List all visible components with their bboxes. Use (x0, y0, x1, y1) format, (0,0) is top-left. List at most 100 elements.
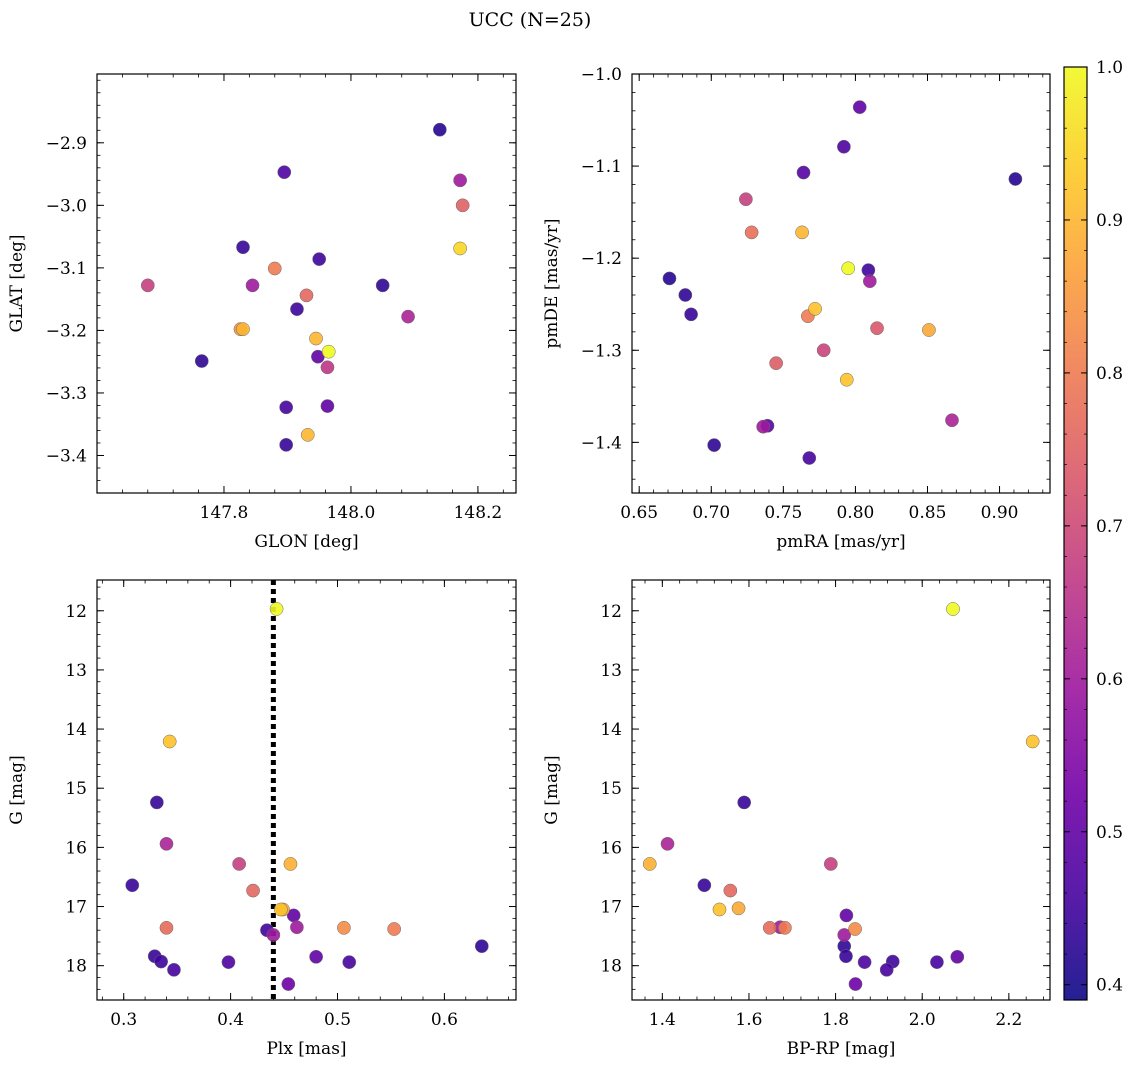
scatter-point (852, 100, 867, 115)
y-tick-label: 13 (600, 661, 622, 681)
y-tick-label: −3.4 (46, 446, 87, 466)
y-tick-label: −2.9 (46, 134, 87, 154)
scatter-point (309, 331, 323, 346)
subplot-plx-g: 0.3 0.4 0.5 0.6 12 13 14 15 16 17 18 Plx [mas] G [ma… (7, 579, 517, 1059)
y-tick-label: −3.3 (46, 384, 87, 404)
x-tick-label: 0.75 (764, 503, 802, 523)
scatter-point (848, 977, 863, 991)
y-tick-label: −1.0 (581, 65, 622, 85)
x-tick-label: 0.6 (431, 1010, 458, 1030)
scatter-point (246, 883, 260, 898)
y-tick-label: 15 (600, 779, 622, 799)
scatter-point (839, 372, 854, 387)
figure-suptitle: UCC (N=25) (469, 9, 592, 31)
colorbar-tick-label: 0.5 (1096, 823, 1123, 843)
y-axis-label: pmDE [mas/yr] (542, 218, 562, 348)
scatter-point (266, 928, 281, 942)
scatter-point (762, 920, 777, 935)
scatter-point (290, 920, 304, 935)
scatter-point (387, 922, 401, 936)
x-tick-label: 2.2 (995, 1010, 1022, 1030)
scatter-point (723, 883, 738, 898)
y-tick-label: −1.1 (581, 157, 622, 177)
scatter-point (194, 354, 209, 368)
axes-frame (96, 579, 517, 1001)
x-tick-label: 1.6 (735, 1010, 762, 1030)
x-axis-label: Plx [mas] (266, 1039, 346, 1059)
scatter-point (837, 139, 851, 154)
scatter-point (320, 360, 335, 375)
scatter-point (453, 173, 467, 188)
scatter-point (474, 939, 489, 954)
scatter-point (922, 323, 936, 337)
x-tick-label: 1.8 (822, 1010, 849, 1030)
scatter-point (162, 734, 177, 749)
scatter-point (841, 261, 856, 276)
colorbar-tick-label: 0.4 (1096, 976, 1123, 996)
colorbar-tick-label: 1.0 (1096, 58, 1123, 78)
scatter-point (1025, 734, 1040, 749)
y-tick-label: −1.4 (581, 433, 622, 453)
y-tick-label: 14 (600, 720, 622, 740)
y-tick-label: 17 (600, 898, 622, 918)
scatter-point (756, 419, 771, 434)
y-tick-label: 15 (65, 779, 87, 799)
y-tick-label: 12 (65, 602, 87, 622)
subplot-grid: 147.8 148.0 148.2 −3.4 −3.3 −3.2 −3.1 −3.0 −2.9 G… (7, 65, 1051, 1059)
scatter-point (930, 955, 944, 969)
scatter-point (279, 437, 294, 452)
scatter-point (269, 602, 284, 616)
scatter-point (221, 955, 236, 969)
scatter-point (150, 795, 164, 810)
scatter-point (839, 908, 854, 923)
scatter-point (453, 241, 467, 256)
x-tick-label: 148.2 (454, 503, 503, 523)
scatter-point (401, 309, 415, 324)
x-tick-label: 0.3 (110, 1010, 137, 1030)
y-tick-label: 12 (600, 602, 622, 622)
scatter-point (684, 307, 698, 322)
scatter-point (660, 836, 675, 851)
scatter-point (159, 836, 174, 851)
scatter-point (300, 427, 315, 442)
scatter-point (769, 356, 783, 371)
scatter-point (321, 344, 336, 359)
colorbar-tick-label: 0.9 (1096, 211, 1123, 231)
scatter-point (862, 274, 877, 289)
scatter-point (857, 955, 872, 969)
y-tick-label: 16 (65, 838, 87, 858)
scatter-point (279, 400, 294, 415)
x-tick-label: 147.8 (200, 503, 249, 523)
colorbar-gradient (1063, 66, 1088, 1001)
scatter-point (662, 271, 677, 286)
scatter-point (642, 857, 657, 871)
scatter-point (802, 451, 817, 465)
y-tick-label: −1.2 (581, 249, 622, 269)
scatter-point (245, 278, 260, 293)
scatter-point (320, 399, 335, 413)
scatter-point (945, 413, 959, 428)
subplot-glon-glat: 147.8 148.0 148.2 −3.4 −3.3 −3.2 −3.1 −3.0 −2.9 G… (7, 73, 517, 552)
colorbar: 0.4 0.5 0.6 0.7 0.8 0.9 1.0 (1063, 58, 1123, 1001)
x-tick-label: 148.0 (327, 503, 376, 523)
scatter-point (375, 278, 390, 293)
scatter-point (837, 928, 852, 942)
scatter-point (823, 857, 838, 871)
axes-frame (631, 73, 1051, 494)
subplot-bprp-g: 1.4 1.6 1.8 2.0 2.2 12 13 14 15 16 17 18 BP-RP [mag]… (542, 579, 1051, 1059)
scatter-point (432, 122, 447, 137)
axes-frame (631, 579, 1051, 1001)
scatter-point (731, 901, 746, 916)
y-tick-label: −3.1 (46, 259, 87, 279)
scatter-point (848, 922, 862, 936)
y-tick-label: 13 (65, 661, 87, 681)
y-tick-label: 18 (600, 957, 622, 977)
x-axis-label: pmRA [mas/yr] (776, 532, 905, 552)
scatter-point (309, 949, 323, 964)
scatter-point (946, 602, 960, 616)
x-tick-label: 0.80 (836, 503, 874, 523)
scatter-point (236, 322, 250, 337)
scatter-point (737, 795, 752, 810)
scatter-point (159, 920, 174, 935)
